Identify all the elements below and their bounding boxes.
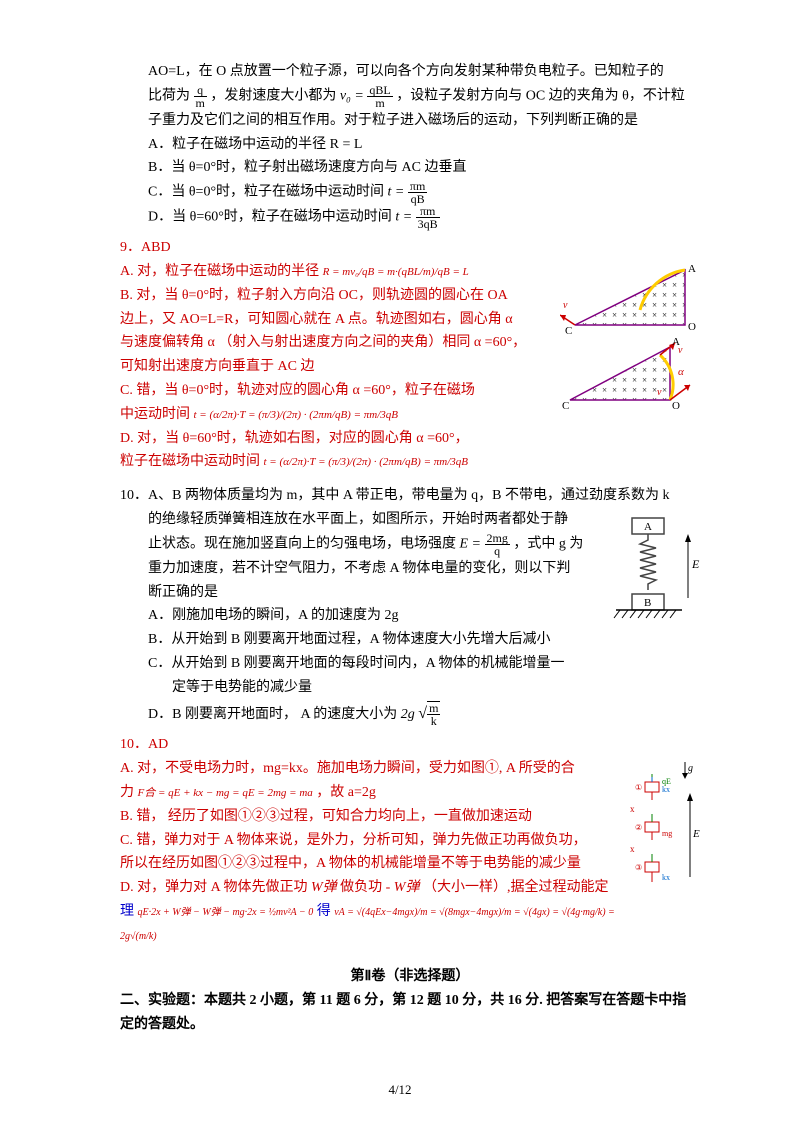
- svg-text:v: v: [563, 300, 568, 311]
- q10-answer-label: 10．AD: [120, 733, 700, 757]
- svg-text:g: g: [688, 763, 693, 774]
- q9-answer-label: 9．ABD: [120, 236, 700, 260]
- q9-optC: C．当 θ=0°时，粒子在磁场中运动时间 t = πm qB: [120, 180, 700, 205]
- svg-text:v: v: [657, 387, 662, 398]
- q9-stem: AO=L，在 O 点放置一个粒子源，可以向各个方向发射某种带负电粒子。已知粒子的…: [120, 60, 700, 230]
- svg-text:x: x: [630, 804, 635, 814]
- q10-line1: 10．A、B 两物体质量均为 m，其中 A 带正电，带电量为 q，B 不带电，通…: [120, 484, 700, 508]
- section2-title: 第Ⅱ卷（非选择题）: [120, 965, 700, 989]
- svg-text:v: v: [678, 345, 683, 356]
- section2-exp: 二、实验题：本题共 2 小题，第 11 题 6 分，第 12 题 10 分，共 …: [120, 989, 700, 1037]
- q9-optB: B．当 θ=0°时，粒子射出磁场速度方向与 AC 边垂直: [120, 156, 700, 180]
- svg-text:O: O: [672, 400, 680, 412]
- svg-text:C: C: [565, 325, 572, 335]
- svg-text:α: α: [678, 366, 684, 378]
- q9-fig-2: A O C α v v: [560, 335, 700, 415]
- q10-explanation: A. 对，不受电场力时，mg=kx。施加电场力瞬间，受力如图①, A 所受的合 …: [120, 757, 630, 947]
- svg-text:②: ②: [635, 823, 642, 832]
- svg-text:kx: kx: [662, 873, 670, 882]
- q10-fig: A B E: [610, 508, 700, 638]
- svg-text:mg: mg: [662, 829, 672, 838]
- svg-text:C: C: [562, 400, 569, 412]
- svg-text:A: A: [688, 263, 696, 275]
- q9-figures: × A O C v A O: [560, 260, 700, 415]
- q9-line2: 比荷为 q m ，发射速度大小都为 v₀ = qBL m ，设粒子发射方向与 O…: [120, 84, 700, 109]
- svg-text:①: ①: [635, 783, 642, 792]
- q9-line1: AO=L，在 O 点放置一个粒子源，可以向各个方向发射某种带负电粒子。已知粒子的: [120, 60, 700, 84]
- svg-text:O: O: [688, 321, 696, 333]
- q10-force-fig: g ① qE kx ② mg: [630, 757, 700, 907]
- frac-q-m: q m: [194, 84, 207, 109]
- q9-optD: D．当 θ=60°时，粒子在磁场中运动时间 t = πm 3qB: [120, 205, 700, 230]
- page-number: 4/12: [0, 1079, 800, 1101]
- q10-stem: 10．A、B 两物体质量均为 m，其中 A 带正电，带电量为 q，B 不带电，通…: [120, 484, 700, 727]
- svg-text:③: ③: [635, 863, 642, 872]
- q9-line3: 子重力及它们之间的相互作用。对于粒子进入磁场后的运动，下列判断正确的是: [120, 109, 700, 133]
- q10-optD: D．B 刚要离开地面时， A 的速度大小为 2g √ m k: [120, 700, 700, 728]
- svg-text:A: A: [644, 521, 652, 533]
- svg-text:x: x: [630, 844, 635, 854]
- q10-optC: C．从开始到 B 刚要离开地面的每段时间内，A 物体的机械能增量一 定等于电势能…: [120, 652, 700, 700]
- svg-text:E: E: [692, 828, 700, 840]
- frac-v0: qBL m: [367, 84, 392, 109]
- svg-text:kx: kx: [662, 785, 670, 794]
- svg-text:B: B: [644, 597, 651, 609]
- q9-explanation: A. 对，粒子在磁场中运动的半径 R = mv₀/qB = m·(qBL/m)/…: [120, 260, 560, 474]
- q9-optA: A．粒子在磁场中运动的半径 R = L: [120, 133, 700, 157]
- svg-text:E: E: [691, 557, 700, 571]
- q9-fig-1: × A O C v: [560, 260, 700, 335]
